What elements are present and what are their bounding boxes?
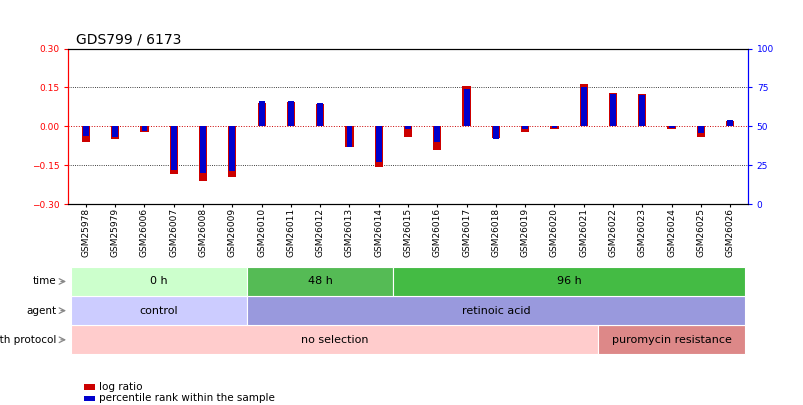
Bar — [71, 325, 597, 354]
Bar — [638, 95, 645, 126]
Bar — [462, 86, 470, 126]
Bar — [259, 102, 264, 126]
Text: growth protocol: growth protocol — [0, 335, 56, 345]
Bar — [317, 103, 323, 126]
Bar — [82, 126, 90, 142]
Bar — [141, 126, 149, 132]
Bar — [696, 126, 704, 137]
Bar — [697, 126, 703, 132]
Bar — [597, 325, 744, 354]
Bar — [287, 102, 293, 126]
Text: control: control — [140, 306, 178, 315]
Text: puromycin resistance: puromycin resistance — [611, 335, 731, 345]
Text: 96 h: 96 h — [556, 277, 581, 286]
Bar — [247, 267, 393, 296]
Bar — [198, 126, 207, 181]
Text: log ratio: log ratio — [99, 382, 142, 392]
Bar — [345, 126, 353, 147]
Bar — [522, 126, 528, 130]
Bar — [463, 89, 469, 126]
Bar — [316, 104, 324, 126]
Bar — [200, 126, 206, 173]
Bar — [725, 121, 733, 126]
Bar — [433, 126, 441, 150]
Bar — [668, 126, 674, 128]
Bar — [403, 126, 412, 137]
Bar — [550, 126, 558, 129]
Bar — [228, 126, 236, 177]
Bar — [111, 126, 119, 139]
Bar — [247, 296, 744, 325]
Bar — [71, 267, 247, 296]
Text: no selection: no selection — [300, 335, 368, 345]
Bar — [169, 126, 177, 174]
Bar — [375, 126, 381, 162]
Bar — [666, 126, 675, 129]
Text: time: time — [33, 277, 56, 286]
Bar — [141, 126, 147, 131]
Bar — [112, 126, 118, 137]
Bar — [492, 126, 498, 139]
Bar — [580, 87, 586, 126]
Bar — [257, 103, 265, 126]
Bar — [551, 126, 556, 128]
Bar — [71, 296, 247, 325]
Text: agent: agent — [26, 306, 56, 315]
Bar — [727, 120, 732, 126]
Bar — [83, 126, 88, 136]
Bar — [609, 94, 615, 126]
Bar — [405, 126, 410, 130]
Text: percentile rank within the sample: percentile rank within the sample — [99, 393, 275, 403]
Bar — [434, 126, 440, 142]
Text: GDS799 / 6173: GDS799 / 6173 — [76, 32, 181, 47]
Text: 48 h: 48 h — [308, 277, 332, 286]
Bar — [229, 126, 235, 171]
Bar — [374, 126, 382, 166]
Bar — [346, 126, 352, 147]
Bar — [638, 94, 646, 126]
Bar — [393, 267, 744, 296]
Bar — [520, 126, 528, 132]
Bar — [287, 102, 295, 126]
Bar — [579, 83, 587, 126]
Text: 0 h: 0 h — [150, 277, 168, 286]
Bar — [170, 126, 177, 170]
Bar — [491, 126, 499, 138]
Bar — [608, 93, 617, 126]
Text: retinoic acid: retinoic acid — [461, 306, 529, 315]
